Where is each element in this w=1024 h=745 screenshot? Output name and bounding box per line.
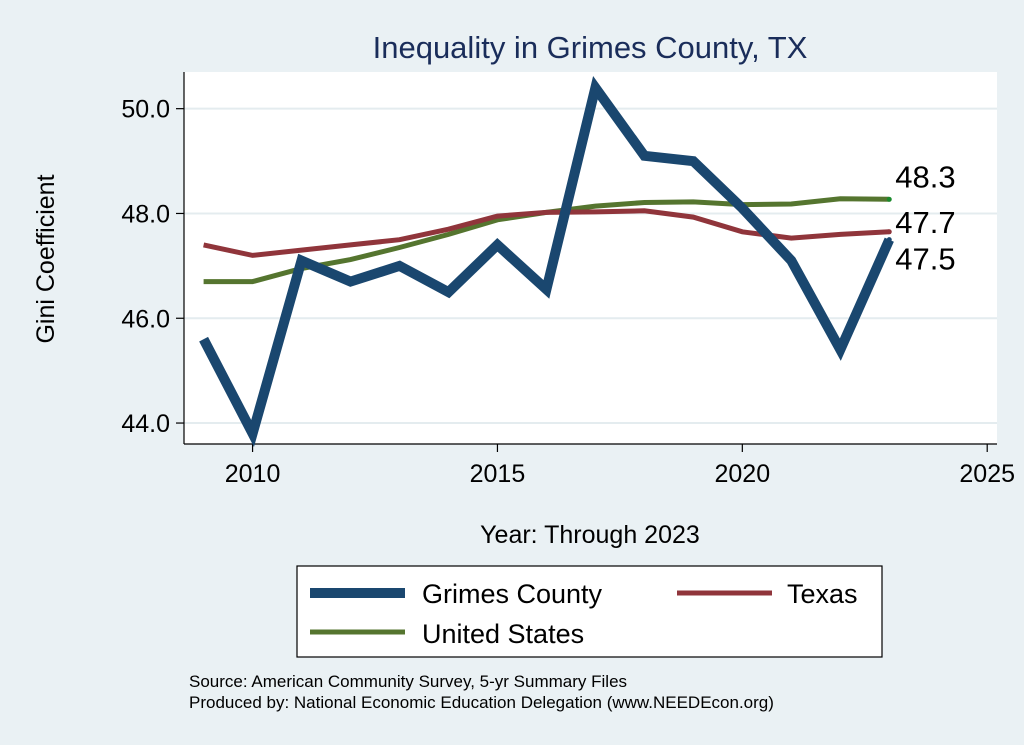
legend-label-grimes-county: Grimes County xyxy=(422,579,603,609)
legend-item-texas: Texas xyxy=(677,579,858,609)
axis-ticks: 44.0 46.0 48.0 50.0 2010 2015 2020 2025 xyxy=(121,96,1015,488)
end-label-grimes-county: 47.5 xyxy=(895,242,955,277)
x-tick-label: 2025 xyxy=(959,460,1015,488)
series-lines xyxy=(199,75,894,447)
legend-label-texas: Texas xyxy=(787,579,858,609)
y-axis-title: Gini Coefficient xyxy=(32,174,60,343)
legend-box xyxy=(296,565,883,658)
x-tick-label: 2020 xyxy=(715,460,771,488)
end-point-texas xyxy=(886,229,892,235)
chart-title: Inequality in Grimes County, TX xyxy=(373,30,808,65)
y-tick-label: 50.0 xyxy=(121,96,170,124)
producer-note: Produced by: National Economic Education… xyxy=(189,693,774,712)
end-point-grimes-county xyxy=(886,237,892,243)
end-label-texas: 47.7 xyxy=(895,205,955,240)
y-tick-label: 48.0 xyxy=(121,200,170,228)
y-tick-label: 44.0 xyxy=(121,410,170,438)
source-note: Source: American Community Survey, 5-yr … xyxy=(189,672,627,691)
x-tick-label: 2010 xyxy=(225,460,281,488)
x-tick-label: 2015 xyxy=(470,460,526,488)
legend-item-united-states: United States xyxy=(310,619,584,649)
legend-label-united-states: United States xyxy=(422,619,584,649)
y-tick-label: 46.0 xyxy=(121,305,170,333)
x-axis-title: Year: Through 2023 xyxy=(480,521,700,549)
end-labels: 47.547.7 48.3 xyxy=(895,159,955,276)
plot-area xyxy=(184,72,997,444)
legend-item-grimes-county: Grimes County xyxy=(310,579,603,609)
series-line-grimes-county xyxy=(199,75,894,447)
end-point-united-states xyxy=(886,196,892,202)
end-label-united-states: 48.3 xyxy=(895,159,955,194)
